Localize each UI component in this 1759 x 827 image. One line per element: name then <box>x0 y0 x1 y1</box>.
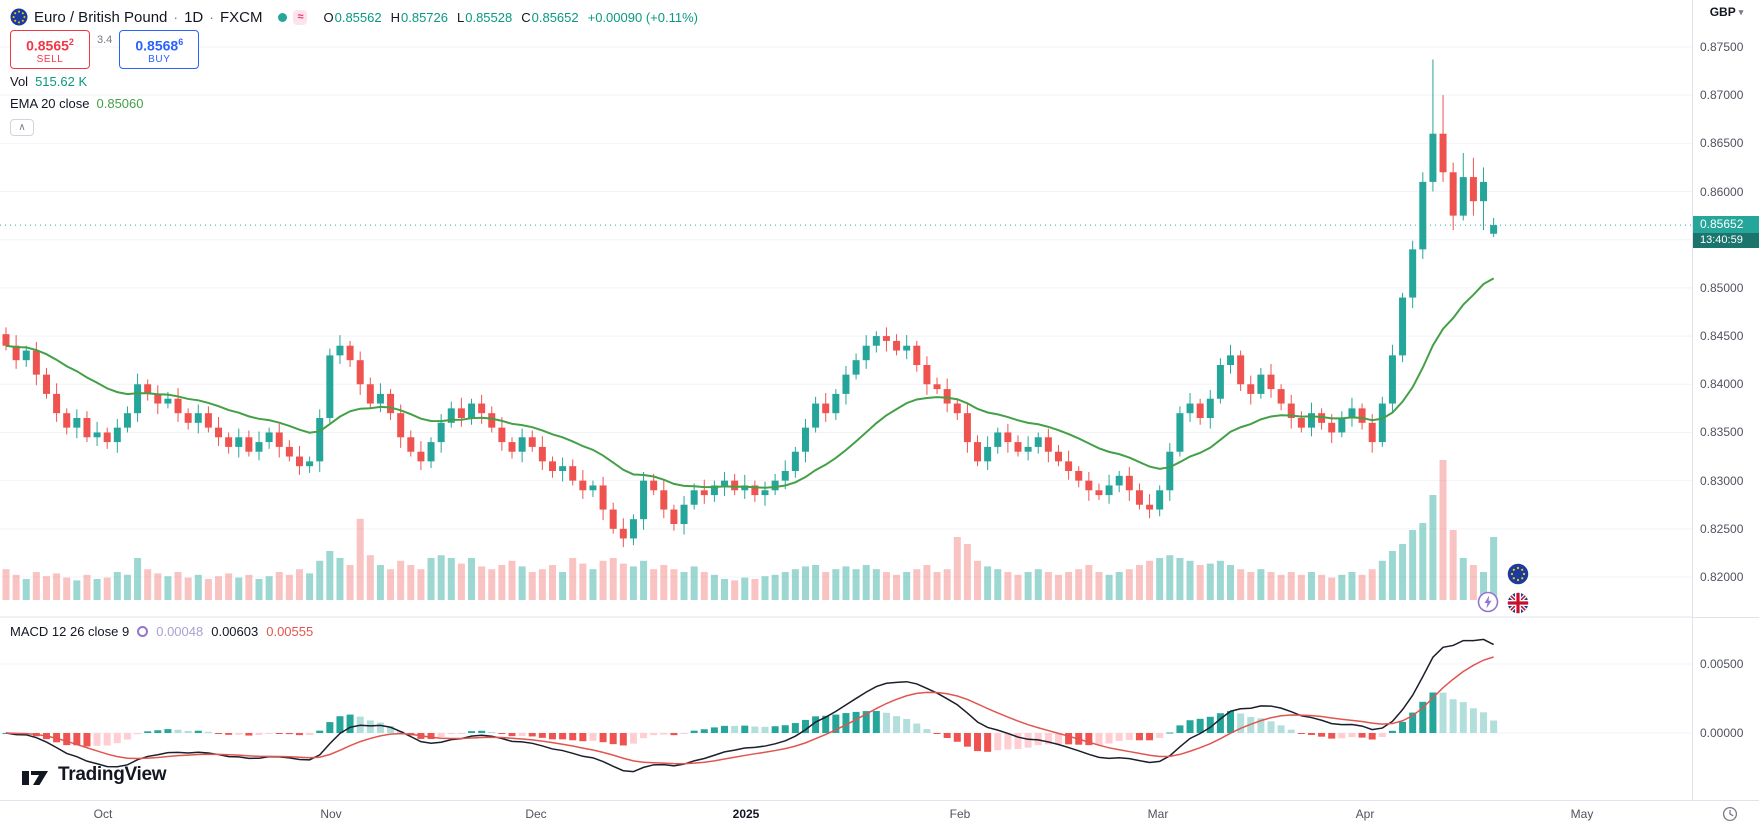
axis-pane-separator <box>1693 617 1759 618</box>
sell-price: 0.8565 <box>26 37 69 54</box>
low-label: L <box>457 9 465 25</box>
price-axis-label: 0.82500 <box>1700 521 1744 536</box>
separator-dot: · <box>209 9 214 25</box>
price-axis-label: 0.83000 <box>1700 473 1744 488</box>
clock-icon[interactable] <box>1722 806 1738 822</box>
interval-selector[interactable]: 1D <box>184 8 204 26</box>
buy-price: 0.8568 <box>135 37 179 54</box>
buy-price-sup: 6 <box>178 37 184 47</box>
price-axis-label: 0.83500 <box>1700 425 1744 440</box>
symbol-title[interactable]: Euro / British Pound <box>34 8 168 26</box>
price-chart[interactable] <box>0 0 1692 800</box>
macd-line-value: 0.00603 <box>211 624 259 639</box>
macd-histogram <box>2 692 1498 752</box>
ema-indicator-row[interactable]: EMA 20 close 0.85060 <box>10 96 144 111</box>
gbp-flag-icon[interactable] <box>1506 591 1530 615</box>
change-value: +0.00090 (+0.11%) <box>587 9 698 25</box>
chevron-down-icon: ▾ <box>1738 6 1744 17</box>
price-axis-label: 0.82000 <box>1700 569 1744 584</box>
time-axis-label: May <box>1570 807 1594 821</box>
last-price-badge: 0.85652 13:40:59 <box>1693 216 1759 249</box>
separator-dot: · <box>173 9 179 25</box>
volume-value: 515.62 K <box>35 74 88 89</box>
time-axis-label: Oct <box>93 807 113 821</box>
high-label: H <box>390 9 400 25</box>
sell-button[interactable]: 0.85652 SELL <box>10 30 90 69</box>
macd-legend: MACD 12 26 close 9 0.00048 0.00603 0.005… <box>10 624 313 639</box>
time-axis-label: Dec <box>525 807 547 821</box>
time-axis-label: Feb <box>949 807 971 821</box>
notification-icon[interactable]: ≈ <box>293 9 308 25</box>
close-value: 0.85652 <box>531 9 579 25</box>
time-axis[interactable]: Oct Nov Dec 2025 Feb Mar Apr May <box>0 800 1759 827</box>
macd-line[interactable] <box>5 638 1494 773</box>
currency-selector[interactable]: GBP ▾ <box>1693 5 1759 19</box>
time-axis-label: Mar <box>1147 807 1169 821</box>
eur-symbol-logo-icon[interactable] <box>10 8 28 26</box>
high-value: 0.85726 <box>401 9 448 25</box>
volume-bars <box>2 460 1498 600</box>
candles <box>2 59 1498 548</box>
chevron-up-icon: ∧ <box>18 122 26 133</box>
price-axis-label: 0.84000 <box>1700 377 1744 392</box>
ohlc-values: O 0.85562 H 0.85726 L 0.85528 C 0.85652 +0.0… <box>323 10 697 25</box>
macd-histogram-value: 0.00048 <box>156 624 204 639</box>
buy-label: BUY <box>148 53 171 65</box>
price-axis-label: 0.87500 <box>1700 40 1744 54</box>
volume-indicator-row[interactable]: Vol 515.62 K <box>10 74 87 89</box>
price-axis[interactable]: GBP ▾ 0.875000.870000.865000.860000.8550… <box>1692 0 1759 800</box>
open-value: 0.85562 <box>334 9 382 25</box>
macd-signal-line[interactable] <box>5 656 1494 765</box>
time-axis-label: Nov <box>320 807 342 821</box>
price-axis-label: 0.87000 <box>1700 88 1744 103</box>
tradingview-logo-icon <box>22 771 48 785</box>
exchange-label[interactable]: FXCM <box>219 8 263 26</box>
ema-line[interactable] <box>5 277 1495 489</box>
volume-label: Vol <box>10 74 29 89</box>
currency-label: GBP <box>1709 5 1736 19</box>
symbol-legend: Euro / British Pound · 1D · FXCM ≈ O 0.85… <box>10 6 698 28</box>
tradingview-logo-text: TradingView <box>58 764 167 785</box>
price-axis-label: 0.86500 <box>1700 136 1744 151</box>
market-status-icon[interactable] <box>278 12 288 22</box>
time-axis-label: 2025 <box>732 807 760 821</box>
collapse-indicators-button[interactable]: ∧ <box>10 119 34 136</box>
symbol-row: Euro / British Pound · 1D · FXCM ≈ O 0.85… <box>10 6 698 28</box>
buy-button[interactable]: 0.85686 BUY <box>119 30 200 69</box>
price-axis-label: 0.86000 <box>1700 184 1744 199</box>
sell-label: SELL <box>36 53 64 65</box>
macd-signal-value: 0.00555 <box>266 624 314 639</box>
ema-value: 0.85060 <box>96 96 144 111</box>
macd-axis-label: 0.00000 <box>1700 726 1744 740</box>
ema-label: EMA 20 close <box>10 96 90 111</box>
countdown-timer: 13:40:59 <box>1693 233 1759 249</box>
eur-flag-icon[interactable] <box>1506 562 1530 586</box>
price-axis-label: 0.84500 <box>1700 329 1744 344</box>
spread-value: 3.4 <box>97 34 113 46</box>
close-label: C <box>521 9 531 25</box>
macd-axis-label: 0.00500 <box>1700 657 1744 671</box>
sell-price-sup: 2 <box>68 37 74 47</box>
low-value: 0.85528 <box>465 9 513 25</box>
macd-title[interactable]: MACD 12 26 close 9 <box>10 624 130 639</box>
time-axis-label: Apr <box>1355 807 1375 821</box>
last-price-value: 0.85652 <box>1693 216 1759 234</box>
macd-indicator-icon[interactable] <box>137 626 149 637</box>
trade-widget: 0.85652 SELL 3.4 0.85686 BUY <box>10 30 200 69</box>
instant-trade-icon[interactable] <box>1477 591 1499 613</box>
tradingview-logo[interactable]: TradingView <box>22 764 167 786</box>
price-axis-label: 0.85000 <box>1700 280 1744 295</box>
open-label: O <box>323 9 334 25</box>
